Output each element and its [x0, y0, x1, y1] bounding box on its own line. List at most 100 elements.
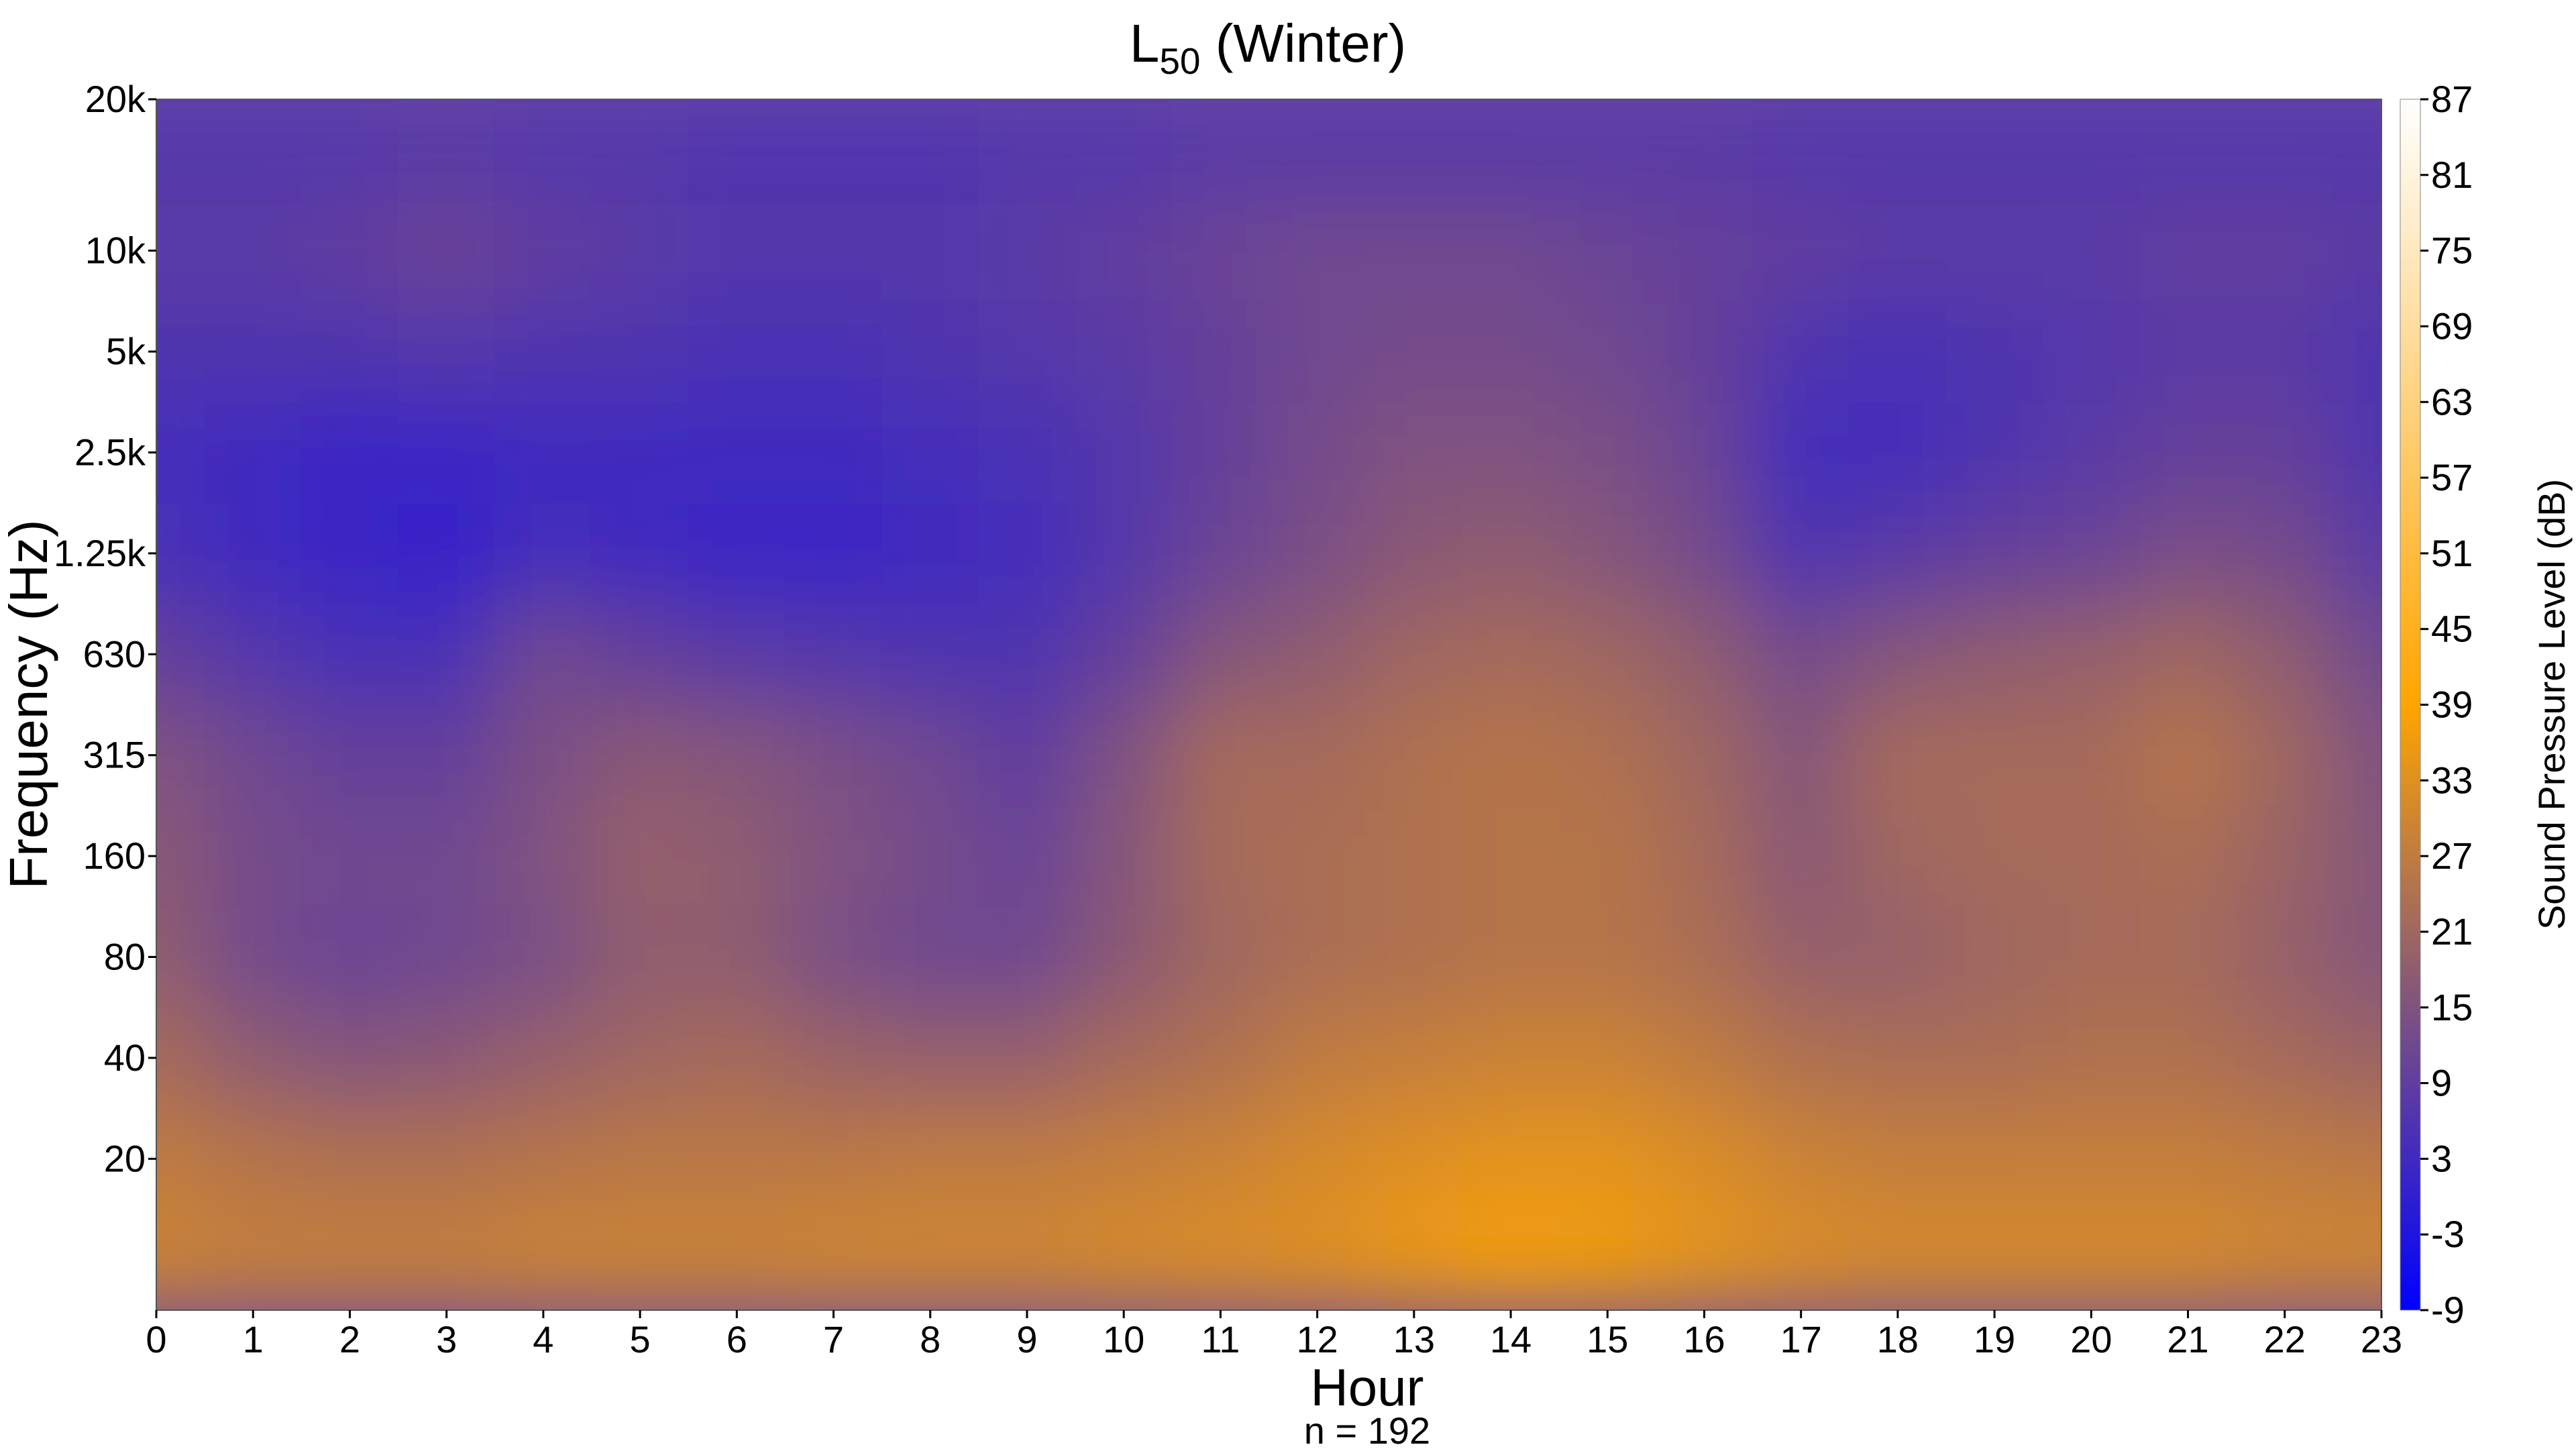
heat-cell	[1752, 1006, 1850, 1110]
heat-cell	[590, 1108, 690, 1210]
heat-cell	[397, 1006, 496, 1110]
heat-cell	[1461, 99, 1560, 201]
heat-cell	[1268, 603, 1366, 706]
x-tick-label: 7	[823, 1318, 844, 1360]
heat-cell	[881, 906, 979, 1008]
heat-cell	[397, 502, 496, 605]
x-tick-label: 8	[920, 1318, 941, 1360]
plot-frame	[156, 99, 2382, 1311]
heat-cell	[2139, 99, 2237, 201]
heat-cell	[1171, 603, 1270, 706]
heat-cell	[688, 603, 786, 706]
heat-cell	[688, 99, 786, 201]
heat-cell	[1171, 502, 1270, 605]
heat-cell	[1171, 300, 1270, 403]
heat-cell	[688, 1006, 786, 1110]
heat-cell	[2139, 603, 2237, 706]
y-tick-label: 2.5k	[74, 431, 146, 473]
heat-cell	[1075, 1108, 1173, 1210]
x-tick-label: 9	[1016, 1318, 1037, 1360]
heat-cell	[1848, 603, 1947, 706]
heat-cell	[1655, 1108, 1754, 1210]
heat-cell	[977, 502, 1077, 605]
heat-cell	[1945, 1108, 2044, 1210]
heat-cell	[784, 804, 883, 908]
heat-cell	[2139, 502, 2237, 605]
heat-cell	[2235, 906, 2334, 1008]
heat-cell	[784, 1208, 883, 1310]
x-tick-label: 23	[2361, 1318, 2402, 1360]
heat-cell	[1461, 401, 1560, 504]
heat-cell	[204, 906, 303, 1008]
heat-cell	[2235, 1208, 2334, 1310]
colorbar-tick-label: 33	[2431, 759, 2473, 801]
heat-cell	[688, 1108, 786, 1210]
heat-cell	[2042, 1006, 2141, 1110]
heat-cell	[2042, 804, 2141, 908]
heat-cell	[2235, 603, 2334, 706]
heat-cell	[1752, 502, 1850, 605]
heat-cell-pad	[2332, 502, 2381, 605]
heat-cell-pad	[2332, 401, 2381, 504]
heat-cell	[1075, 603, 1173, 706]
heat-cell	[1848, 704, 1947, 806]
heat-cell	[784, 704, 883, 806]
heat-cell	[2139, 1208, 2237, 1310]
heat-cell	[784, 603, 883, 706]
heat-cell	[1945, 804, 2044, 908]
x-tick-label: 4	[533, 1318, 553, 1360]
heat-cell	[881, 502, 979, 605]
heat-cell	[1655, 704, 1754, 806]
heat-cell	[784, 199, 883, 302]
heat-cell	[204, 1006, 303, 1110]
heat-cell	[1752, 99, 1850, 201]
heat-cell	[1752, 1208, 1850, 1310]
heat-cell	[2042, 401, 2141, 504]
x-tick-label: 13	[1393, 1318, 1435, 1360]
heat-cell	[1945, 1208, 2044, 1310]
heat-cell	[784, 401, 883, 504]
heat-cell	[204, 704, 303, 806]
heat-cell	[301, 603, 399, 706]
heat-cell	[204, 1208, 303, 1310]
heat-cell	[688, 199, 786, 302]
heat-cell	[204, 99, 303, 201]
heat-cell	[1655, 906, 1754, 1008]
heat-cell	[1848, 1108, 1947, 1210]
heat-cell	[2042, 906, 2141, 1008]
heat-cell	[881, 1208, 979, 1310]
heat-cell	[1558, 906, 1657, 1008]
heat-cell	[590, 401, 690, 504]
heat-cell	[1558, 603, 1657, 706]
heat-cell	[2235, 99, 2334, 201]
heat-cell-pad	[156, 300, 205, 403]
heat-cell	[1364, 704, 1463, 806]
heat-cell	[204, 199, 303, 302]
heat-cell	[2235, 199, 2334, 302]
x-axis-label: Hour	[1310, 1358, 1424, 1417]
heat-cell	[1848, 1208, 1947, 1310]
heat-cell	[784, 502, 883, 605]
heat-cell	[1171, 1208, 1270, 1310]
heat-cell	[397, 401, 496, 504]
heat-cell	[1848, 502, 1947, 605]
heat-cell	[204, 502, 303, 605]
heat-cell	[494, 1006, 592, 1110]
heat-cell	[1268, 906, 1366, 1008]
heat-cell	[2139, 1108, 2237, 1210]
heat-cell	[301, 906, 399, 1008]
heat-cell	[204, 1108, 303, 1210]
heat-cell	[977, 300, 1077, 403]
x-tick-label: 1	[243, 1318, 264, 1360]
heat-cell	[494, 1208, 592, 1310]
heat-cell	[1268, 99, 1366, 201]
colorbar-tick-label: 9	[2431, 1062, 2452, 1104]
heat-cell-pad	[2332, 603, 2381, 706]
heat-cell	[881, 704, 979, 806]
heat-cell	[1268, 502, 1366, 605]
heat-cell	[1558, 1108, 1657, 1210]
heat-cell	[2235, 804, 2334, 908]
heat-cell-pad	[156, 502, 205, 605]
heat-cell	[1171, 1006, 1270, 1110]
